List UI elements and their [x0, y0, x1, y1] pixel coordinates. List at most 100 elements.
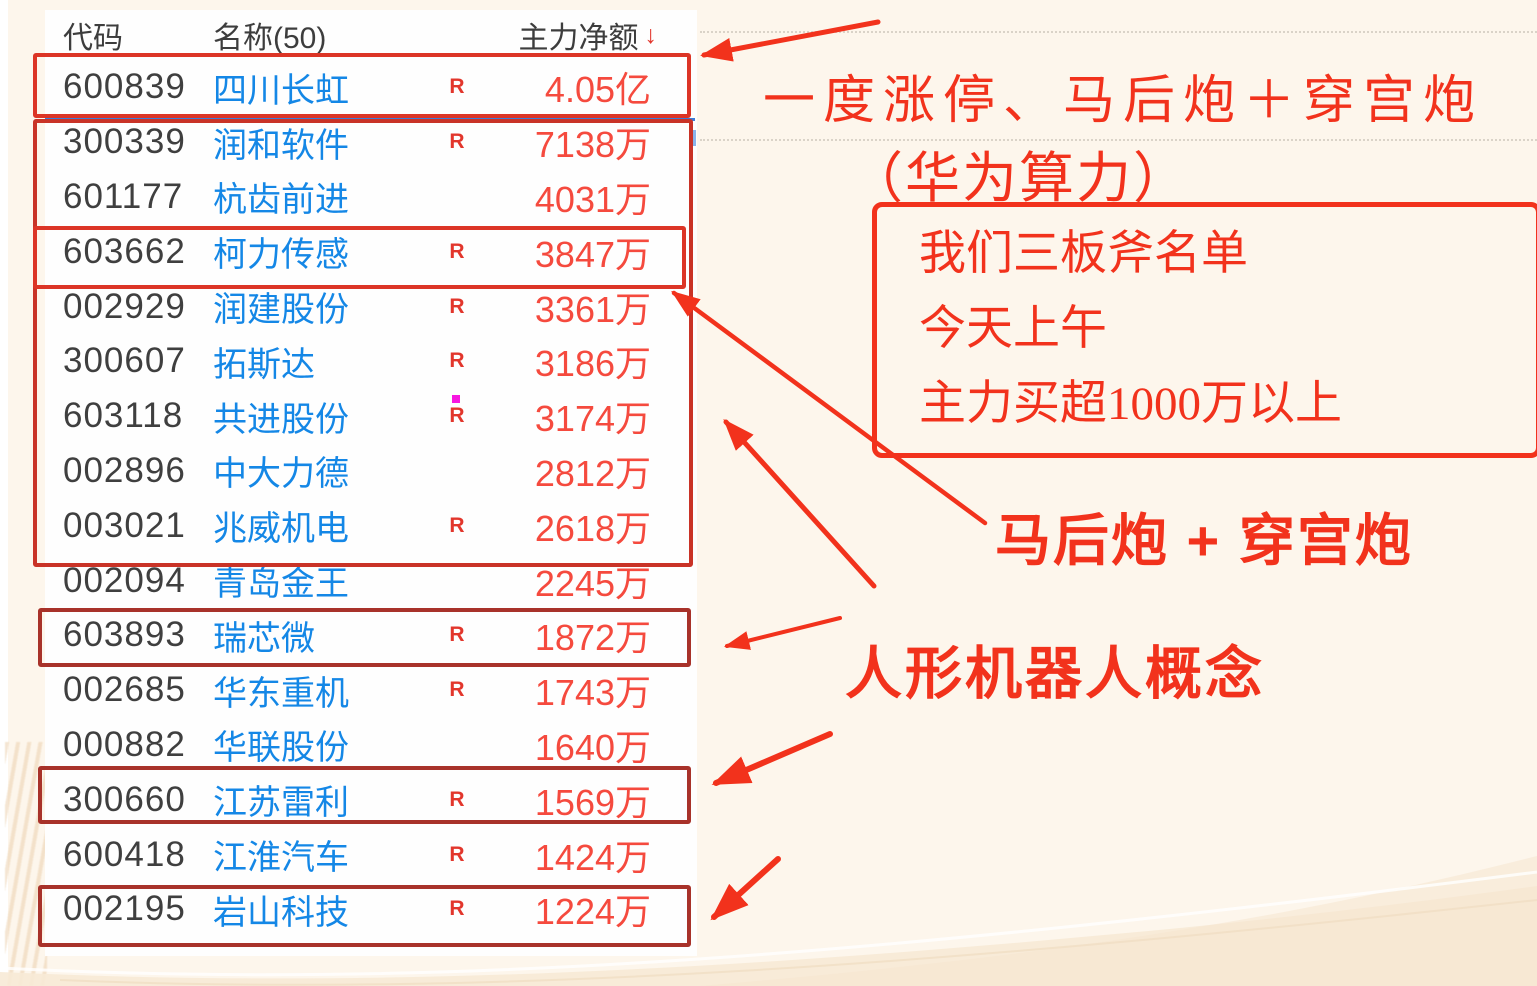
- stock-name[interactable]: 润建股份: [213, 291, 349, 330]
- stock-name[interactable]: 润和软件: [213, 126, 349, 165]
- sort-descending-icon[interactable]: ↓: [644, 20, 658, 49]
- arrow-to-row-002195: [710, 856, 781, 921]
- grid-dotted-line: [700, 31, 1537, 33]
- main-net-inflow-value: 1872万: [534, 617, 651, 659]
- margin-trading-r-badge: R: [449, 130, 465, 154]
- main-net-inflow-value: 3361万: [534, 288, 651, 330]
- stock-code: 603118: [63, 396, 184, 436]
- r-cell: R: [440, 498, 474, 553]
- main-net-inflow-value: 1640万: [534, 726, 651, 768]
- callout-line-1: 我们三板斧名单: [919, 228, 1248, 280]
- highlight-box-002195: [38, 885, 691, 947]
- table-row-300339[interactable]: 300339 润和软件 R 7138万: [45, 115, 697, 170]
- left-edge-strip: [0, 0, 8, 986]
- r-cell: R: [440, 608, 474, 663]
- stock-code: 003021: [63, 505, 186, 545]
- stock-name[interactable]: 共进股份: [213, 400, 349, 439]
- stock-code: 603662: [63, 231, 186, 271]
- stock-code: 000882: [63, 724, 186, 764]
- stock-name[interactable]: 瑞芯微: [213, 619, 315, 658]
- margin-trading-r-badge: R: [449, 239, 465, 263]
- table-row-601177[interactable]: 601177 杭齿前进 4031万: [45, 170, 697, 225]
- main-net-inflow-value: 2618万: [534, 507, 651, 549]
- header-net[interactable]: 主力净额 ↓: [474, 13, 697, 57]
- stock-name[interactable]: 中大力德: [213, 455, 349, 494]
- r-cell: [440, 718, 474, 773]
- table-row-002929[interactable]: 002929 润建股份 R 3361万: [45, 279, 697, 334]
- r-cell: R: [440, 279, 474, 334]
- stock-code: 002929: [63, 286, 186, 326]
- stock-code: 002685: [63, 670, 186, 710]
- arrow-to-row-300660: [711, 731, 833, 786]
- stock-code: 603893: [63, 615, 186, 655]
- stock-code: 600839: [63, 67, 186, 107]
- scrollbar-thumb[interactable]: [691, 130, 696, 146]
- main-net-inflow-value: 4031万: [534, 178, 651, 220]
- stock-code: 600418: [63, 834, 186, 874]
- header-code[interactable]: 代码: [63, 22, 123, 55]
- stock-name[interactable]: 江苏雷利: [213, 784, 349, 823]
- highlight-box-300660: [38, 766, 691, 824]
- annotation-bottom-label: 人形机器人概念: [845, 642, 1265, 706]
- table-row-300660[interactable]: 300660 江苏雷利 R 1569万: [45, 772, 697, 827]
- table-row-000882[interactable]: 000882 华联股份 1640万: [45, 718, 697, 773]
- main-net-inflow-value: 3186万: [534, 343, 651, 385]
- stock-name[interactable]: 兆威机电: [213, 510, 349, 549]
- main-net-inflow-value: 1424万: [534, 836, 651, 878]
- margin-trading-r-badge: R: [449, 842, 465, 866]
- stock-name[interactable]: 柯力传感: [213, 236, 349, 275]
- stock-name[interactable]: 华东重机: [213, 674, 349, 713]
- arrow-to-row-603893: [723, 616, 842, 650]
- annotation-top-line: 一度涨停、马后炮＋穿宫炮: [763, 73, 1484, 130]
- main-net-inflow-value: 2812万: [534, 452, 651, 494]
- main-net-inflow-value: 3847万: [534, 233, 651, 275]
- table-row-603662[interactable]: 603662 柯力传感 R 3847万: [45, 224, 697, 279]
- margin-trading-r-badge: R: [449, 623, 465, 647]
- r-cell: R: [440, 389, 474, 444]
- grid-dotted-line: [700, 139, 1537, 141]
- table-row-603893[interactable]: 603893 瑞芯微 R 1872万: [45, 608, 697, 663]
- stock-name[interactable]: 华联股份: [213, 729, 349, 768]
- margin-trading-r-badge: R: [449, 294, 465, 318]
- stock-name[interactable]: 四川长虹: [213, 71, 349, 110]
- r-cell: R: [440, 115, 474, 170]
- highlight-box-603893: [38, 608, 691, 667]
- main-net-inflow-value: 1743万: [534, 672, 651, 714]
- r-cell: R: [440, 60, 474, 115]
- table-row-002896[interactable]: 002896 中大力德 2812万: [45, 444, 697, 499]
- margin-trading-r-badge: R: [449, 787, 465, 811]
- stock-name[interactable]: 杭齿前进: [213, 181, 349, 220]
- table-row-603118[interactable]: 603118 共进股份 R 3174万: [45, 389, 697, 444]
- stock-name[interactable]: 江淮汽车: [213, 839, 349, 878]
- header-net-label: 主力净额: [518, 22, 639, 55]
- stock-name[interactable]: 拓斯达: [213, 345, 315, 384]
- margin-trading-r-badge: R: [449, 404, 465, 428]
- highlight-box-603662: [33, 226, 686, 289]
- callout-line-2: 今天上午: [919, 303, 1107, 355]
- annotation-huawei-line: （华为算力）: [848, 148, 1191, 209]
- margin-trading-r-badge: R: [449, 75, 465, 99]
- r-cell: R: [440, 334, 474, 389]
- table-row-600418[interactable]: 600418 江淮汽车 R 1424万: [45, 827, 697, 882]
- header-name[interactable]: 名称(50): [213, 22, 327, 55]
- table-row-002094[interactable]: 002094 青岛金王 2245万: [45, 553, 697, 608]
- stock-code: 601177: [63, 176, 184, 216]
- stock-code: 002094: [63, 560, 186, 600]
- table-row-002685[interactable]: 002685 华东重机 R 1743万: [45, 663, 697, 718]
- magenta-marker-dot: [452, 395, 460, 403]
- stock-code: 300660: [63, 779, 186, 819]
- annotation-callout-box: 我们三板斧名单 今天上午 主力买超1000万以上: [872, 202, 1537, 458]
- table-header: 代码 名称(50) 主力净额 ↓: [45, 10, 697, 60]
- main-net-inflow-value: 2245万: [534, 562, 651, 604]
- table-row-300607[interactable]: 300607 拓斯达 R 3186万: [45, 334, 697, 389]
- main-net-inflow-value: 1569万: [534, 781, 651, 823]
- r-cell: R: [440, 663, 474, 718]
- stock-code: 002896: [63, 450, 186, 490]
- stock-name[interactable]: 青岛金王: [213, 565, 349, 604]
- table-row-003021[interactable]: 003021 兆威机电 R 2618万: [45, 498, 697, 553]
- r-cell: R: [440, 827, 474, 882]
- stock-code: 300607: [63, 341, 186, 381]
- table-row-600839[interactable]: 600839 四川长虹 R 4.05亿: [45, 60, 697, 115]
- margin-trading-r-badge: R: [449, 678, 465, 702]
